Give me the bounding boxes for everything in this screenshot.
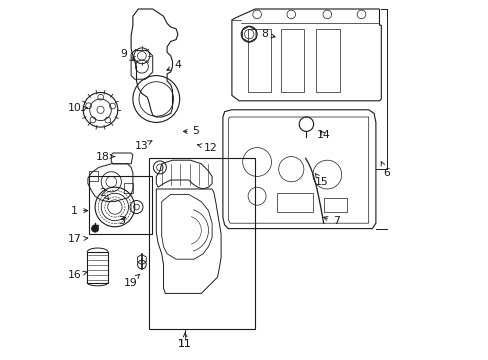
Bar: [276, 193, 312, 212]
Text: 11: 11: [178, 339, 192, 349]
Bar: [316, 29, 339, 92]
Text: 9: 9: [120, 49, 134, 60]
Text: 6: 6: [381, 162, 389, 178]
Text: 2: 2: [99, 188, 109, 199]
Text: 4: 4: [166, 60, 181, 70]
Bar: [89, 176, 152, 234]
Text: 10: 10: [67, 103, 87, 113]
Bar: [323, 198, 346, 212]
Text: 19: 19: [124, 274, 139, 288]
Circle shape: [91, 225, 99, 232]
Bar: [280, 29, 303, 92]
Text: 5: 5: [183, 126, 199, 136]
Text: 17: 17: [67, 234, 87, 244]
Bar: [247, 29, 271, 92]
Text: 18: 18: [95, 152, 115, 162]
Bar: [87, 252, 108, 283]
Bar: [89, 171, 98, 181]
Text: 15: 15: [314, 174, 328, 187]
Text: 3: 3: [119, 216, 125, 226]
Text: 16: 16: [67, 270, 87, 280]
Text: 8: 8: [260, 29, 274, 39]
Text: 13: 13: [135, 141, 152, 151]
Text: 12: 12: [197, 143, 217, 153]
Text: 7: 7: [323, 216, 339, 226]
Text: 11: 11: [178, 333, 192, 349]
Text: 1: 1: [71, 206, 87, 216]
Bar: [149, 158, 255, 329]
Bar: [123, 183, 133, 193]
Text: 14: 14: [316, 130, 330, 140]
